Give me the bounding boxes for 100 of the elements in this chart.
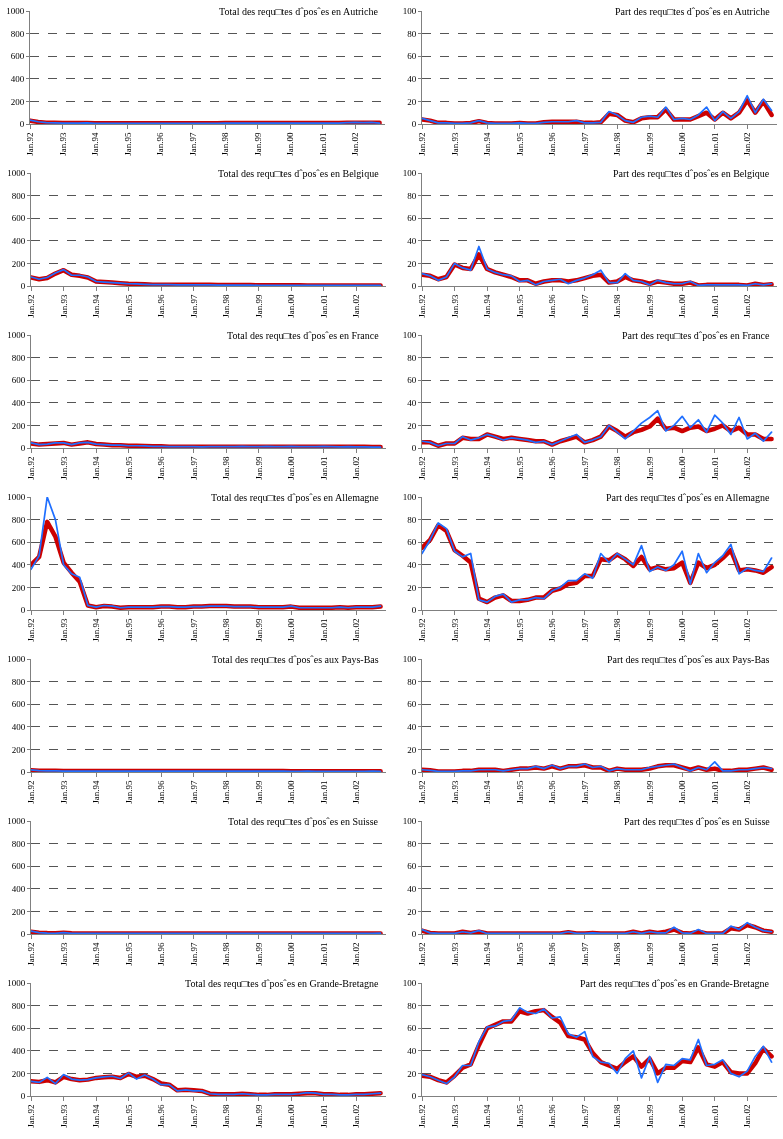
x-tick-label: Jan.98 (220, 132, 231, 156)
x-tick-label: Jan.00 (677, 942, 688, 966)
x-tick-label: Jan.00 (286, 294, 297, 318)
y-tick-label: 20 (407, 258, 417, 269)
y-tick-label: 0 (411, 605, 417, 616)
x-tick-label: Jan.00 (677, 1104, 688, 1128)
chart-title: Part des requ□tes dˆposˆes en Suisse (624, 816, 771, 827)
y-tick-label: 40 (407, 559, 417, 570)
y-tick-label: 100 (402, 168, 417, 179)
x-tick-label: Jan.01 (709, 780, 720, 804)
x-tick-label: Jan.93 (449, 942, 460, 966)
x-tick-label: Jan.02 (742, 1104, 753, 1128)
x-tick-label: Jan.97 (579, 942, 590, 966)
x-tick-label: Jan.99 (644, 132, 655, 156)
y-tick-label: 600 (10, 51, 25, 62)
x-tick-label: Jan.96 (547, 1104, 558, 1128)
y-tick-label: 40 (407, 883, 417, 894)
y-tick-label: 60 (407, 213, 417, 224)
x-tick-label: Jan.96 (547, 618, 558, 642)
x-tick-label: Jan.94 (91, 456, 102, 480)
x-tick-label: Jan.94 (482, 618, 493, 642)
x-tick-label: Jan.93 (58, 618, 69, 642)
x-tick-label: Jan.99 (253, 780, 264, 804)
x-tick-label: Jan.95 (514, 456, 525, 480)
x-tick-label: Jan.96 (156, 780, 167, 804)
y-tick-label: 400 (10, 73, 25, 84)
y-tick-label: 20 (407, 744, 417, 755)
x-tick-label: Jan.95 (514, 294, 525, 318)
x-tick-label: Jan.92 (25, 942, 36, 966)
y-tick-label: 800 (11, 838, 26, 849)
y-tick-label: 20 (407, 420, 417, 431)
y-tick-label: 400 (11, 397, 26, 408)
y-tick-label: 80 (407, 28, 417, 39)
y-tick-label: 40 (407, 397, 417, 408)
y-tick-label: 60 (407, 51, 417, 62)
x-tick-label: Jan.01 (317, 132, 328, 156)
y-tick-label: 600 (11, 861, 26, 872)
x-tick-label: Jan.95 (123, 1104, 134, 1128)
y-tick-label: 600 (11, 375, 26, 386)
x-tick-label: Jan.97 (188, 942, 199, 966)
x-tick-label: Jan.98 (221, 942, 232, 966)
x-tick-label: Jan.94 (482, 1104, 493, 1128)
y-tick-label: 0 (20, 929, 26, 940)
y-tick-label: 80 (407, 838, 417, 849)
x-tick-label: Jan.01 (318, 1104, 329, 1128)
x-tick-label: Jan.00 (677, 618, 688, 642)
x-tick-label: Jan.95 (514, 618, 525, 642)
x-tick-label: Jan.94 (91, 1104, 102, 1128)
x-tick-label: Jan.94 (91, 780, 102, 804)
x-tick-label: Jan.00 (677, 456, 688, 480)
x-tick-label: Jan.98 (221, 456, 232, 480)
x-tick-label: Jan.99 (253, 294, 264, 318)
y-tick-label: 0 (411, 767, 417, 778)
x-tick-label: Jan.92 (416, 132, 427, 156)
x-tick-label: Jan.02 (742, 942, 753, 966)
x-tick-label: Jan.92 (24, 132, 35, 156)
y-tick-label: 0 (411, 929, 417, 940)
x-tick-label: Jan.92 (25, 1104, 36, 1128)
y-tick-label: 20 (407, 582, 417, 593)
x-tick-label: Jan.93 (449, 132, 460, 156)
x-tick-label: Jan.99 (253, 1104, 264, 1128)
x-tick-label: Jan.01 (318, 456, 329, 480)
y-tick-label: 800 (10, 28, 25, 39)
chart-title: Total des requ□tes dˆposˆes en Allemagne (211, 492, 380, 503)
y-tick-label: 60 (407, 699, 417, 710)
x-tick-label: Jan.98 (221, 294, 232, 318)
y-tick-label: 20 (407, 1068, 417, 1079)
x-tick-label: Jan.97 (579, 780, 590, 804)
x-tick-label: Jan.94 (91, 618, 102, 642)
x-tick-label: Jan.96 (156, 1104, 167, 1128)
x-tick-label: Jan.92 (416, 1104, 427, 1128)
x-tick-label: Jan.96 (155, 132, 166, 156)
chart-title: Part des requ□tes dˆposˆes en Allemagne (606, 492, 771, 503)
x-tick-label: Jan.00 (286, 618, 297, 642)
chart-title: Total des requ□tes dˆposˆes en Grande-Bretagne (185, 978, 379, 989)
x-tick-label: Jan.02 (742, 294, 753, 318)
x-tick-label: Jan.02 (742, 456, 753, 480)
x-tick-label: Jan.01 (709, 942, 720, 966)
x-tick-label: Jan.92 (416, 456, 427, 480)
x-tick-label: Jan.93 (449, 618, 460, 642)
y-tick-label: 600 (11, 1023, 26, 1034)
x-tick-label: Jan.97 (579, 1104, 590, 1128)
chart-title: Part des requ□tes dˆposˆes en Autriche (615, 6, 771, 17)
x-tick-label: Jan.94 (91, 294, 102, 318)
x-tick-label: Jan.93 (449, 1104, 460, 1128)
x-tick-label: Jan.93 (449, 294, 460, 318)
y-tick-label: 100 (402, 816, 417, 827)
y-tick-label: 1000 (7, 816, 26, 827)
y-tick-label: 0 (411, 281, 417, 292)
x-tick-label: Jan.00 (286, 456, 297, 480)
x-tick-label: Jan.02 (742, 618, 753, 642)
x-tick-label: Jan.98 (221, 1104, 232, 1128)
x-tick-label: Jan.97 (188, 294, 199, 318)
x-tick-label: Jan.99 (644, 294, 655, 318)
x-tick-label: Jan.98 (221, 780, 232, 804)
x-tick-label: Jan.95 (123, 942, 134, 966)
x-tick-label: Jan.93 (57, 132, 68, 156)
x-tick-label: Jan.98 (612, 1104, 623, 1128)
y-tick-label: 100 (402, 6, 417, 17)
x-tick-label: Jan.99 (644, 618, 655, 642)
